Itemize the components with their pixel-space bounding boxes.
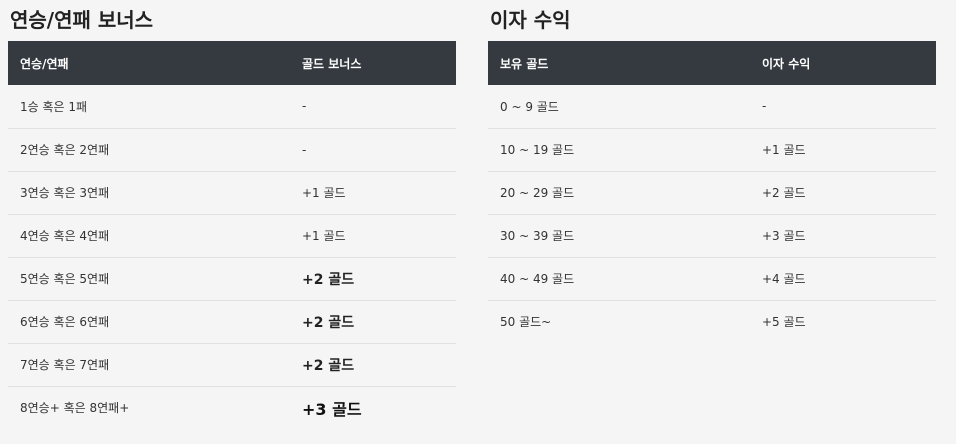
bonus-cell: +3 골드: [302, 399, 362, 419]
column-header-interest: 이자 수익: [762, 56, 811, 71]
table-row: 40 ~ 49 골드 +4 골드: [488, 257, 936, 301]
streak-cell: 5연승 혹은 5연패: [8, 257, 290, 301]
interest-cell: -: [750, 85, 936, 129]
table-row: 6연승 혹은 6연패 +2 골드: [8, 300, 456, 344]
bonus-cell: +1 골드: [290, 214, 456, 258]
held-gold-cell: 30 ~ 39 골드: [488, 214, 750, 258]
interest-cell: +1 골드: [750, 128, 936, 172]
table-row: 4연승 혹은 4연패 +1 골드: [8, 214, 456, 258]
streak-cell: 8연승+ 혹은 8연패+: [20, 401, 130, 416]
held-gold-cell: 20 ~ 29 골드: [488, 171, 750, 215]
column-header-streak: 연승/연패: [20, 56, 69, 71]
table-row: 5연승 혹은 5연패 +2 골드: [8, 257, 456, 301]
streak-cell: 1승 혹은 1패: [8, 85, 290, 129]
streak-cell: 7연승 혹은 7연패: [8, 343, 290, 387]
held-gold-cell: 40 ~ 49 골드: [488, 257, 750, 301]
held-gold-cell: 10 ~ 19 골드: [488, 128, 750, 172]
streak-cell: 2연승 혹은 2연패: [8, 128, 290, 172]
held-gold-cell: 0 ~ 9 골드: [488, 85, 750, 129]
streak-bonus-panel: 연승/연패 보너스 연승/연패 골드 보너스 1승 혹은 1패 - 2연승 혹은…: [8, 0, 456, 429]
table-row: 10 ~ 19 골드 +1 골드: [488, 128, 936, 172]
streak-cell: 3연승 혹은 3연패: [8, 171, 290, 215]
table-row: 20 ~ 29 골드 +2 골드: [488, 171, 936, 215]
bonus-cell: -: [290, 85, 456, 129]
bonus-cell: +2 골드: [290, 257, 456, 301]
interest-cell: +3 골드: [750, 214, 936, 258]
streak-bonus-title: 연승/연패 보너스: [10, 8, 154, 32]
interest-cell: +2 골드: [750, 171, 936, 215]
table-header-row: 보유 골드 이자 수익: [488, 41, 936, 85]
table-row: 50 골드~ +5 골드: [488, 300, 936, 343]
table-row: 2연승 혹은 2연패 -: [8, 128, 456, 172]
column-header-gold-bonus: 골드 보너스: [302, 56, 362, 71]
bonus-cell: -: [290, 128, 456, 172]
streak-cell: 4연승 혹은 4연패: [8, 214, 290, 258]
interest-panel: 이자 수익 보유 골드 이자 수익 0 ~ 9 골드 - 10 ~ 19 골드 …: [488, 0, 936, 343]
streak-bonus-table: 연승/연패 골드 보너스 1승 혹은 1패 - 2연승 혹은 2연패 - 3연승…: [8, 41, 456, 429]
table-row: 0 ~ 9 골드 -: [488, 85, 936, 129]
table-row: 1승 혹은 1패 -: [8, 85, 456, 129]
table-row: 8연승+ 혹은 8연패+ +3 골드: [8, 386, 456, 429]
column-header-held-gold: 보유 골드: [500, 56, 549, 71]
bonus-cell: +1 골드: [290, 171, 456, 215]
bonus-cell: +2 골드: [290, 343, 456, 387]
interest-cell: +4 골드: [750, 257, 936, 301]
interest-title: 이자 수익: [490, 8, 571, 32]
streak-cell: 6연승 혹은 6연패: [8, 300, 290, 344]
interest-table: 보유 골드 이자 수익 0 ~ 9 골드 - 10 ~ 19 골드 +1 골드 …: [488, 41, 936, 343]
table-row: 7연승 혹은 7연패 +2 골드: [8, 343, 456, 387]
table-row: 3연승 혹은 3연패 +1 골드: [8, 171, 456, 215]
table-header-row: 연승/연패 골드 보너스: [8, 41, 456, 85]
held-gold-cell: 50 골드~: [500, 315, 552, 330]
interest-cell: +5 골드: [762, 315, 806, 330]
table-row: 30 ~ 39 골드 +3 골드: [488, 214, 936, 258]
bonus-cell: +2 골드: [290, 300, 456, 344]
